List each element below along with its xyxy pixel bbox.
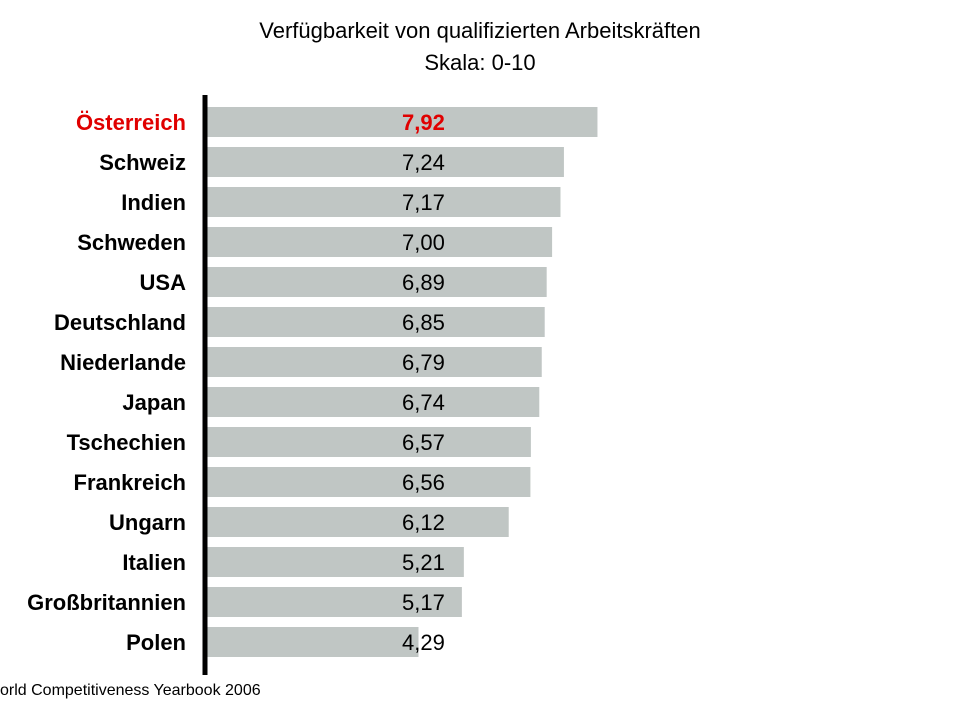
bar <box>207 467 531 497</box>
bar <box>207 627 419 657</box>
category-label: Japan <box>122 390 186 415</box>
value-label: 7,00 <box>402 230 445 255</box>
bar <box>207 547 464 577</box>
value-label: 7,24 <box>402 150 445 175</box>
bar <box>207 147 564 177</box>
value-label: 4,29 <box>402 630 445 655</box>
category-label: USA <box>140 270 187 295</box>
bar <box>207 227 553 257</box>
chart-subtitle: Skala: 0-10 <box>424 50 535 75</box>
source-note: orld Competitiveness Yearbook 2006 <box>0 682 261 699</box>
value-label: 6,56 <box>402 470 445 495</box>
bars-layer <box>207 107 598 657</box>
category-label: Ungarn <box>109 510 186 535</box>
value-label: 6,89 <box>402 270 445 295</box>
chart-title: Verfügbarkeit von qualifizierten Arbeits… <box>259 18 700 43</box>
bar <box>207 387 540 417</box>
value-label: 6,57 <box>402 430 445 455</box>
value-label: 7,92 <box>402 110 445 135</box>
value-label: 5,17 <box>402 590 445 615</box>
category-label: Frankreich <box>74 470 187 495</box>
category-label: Niederlande <box>60 350 186 375</box>
value-labels-layer: 7,92 7,24 7,17 7,00 6,89 6,85 6,79 6,74 6,57 6,56… <box>402 110 445 655</box>
value-label: 6,12 <box>402 510 445 535</box>
category-label: Großbritannien <box>27 590 186 615</box>
category-label: Tschechien <box>67 430 186 455</box>
category-label: Schweiz <box>99 150 186 175</box>
value-label: 6,79 <box>402 350 445 375</box>
bar <box>207 587 462 617</box>
value-label: 5,21 <box>402 550 445 575</box>
bar <box>207 187 561 217</box>
category-label: Schweden <box>77 230 186 255</box>
bar <box>207 107 598 137</box>
bar <box>207 347 542 377</box>
bar <box>207 307 545 337</box>
category-label: Österreich <box>76 110 186 135</box>
value-label: 6,74 <box>402 390 445 415</box>
category-labels-layer: Österreich Schweiz Indien Schweden USA Deutsc… <box>27 110 186 655</box>
bar <box>207 507 509 537</box>
category-label: Indien <box>121 190 186 215</box>
value-label: 6,85 <box>402 310 445 335</box>
bar <box>207 427 531 457</box>
category-label: Polen <box>126 630 186 655</box>
category-label: Deutschland <box>54 310 186 335</box>
category-label: Italien <box>122 550 186 575</box>
bar <box>207 267 547 297</box>
value-label: 7,17 <box>402 190 445 215</box>
